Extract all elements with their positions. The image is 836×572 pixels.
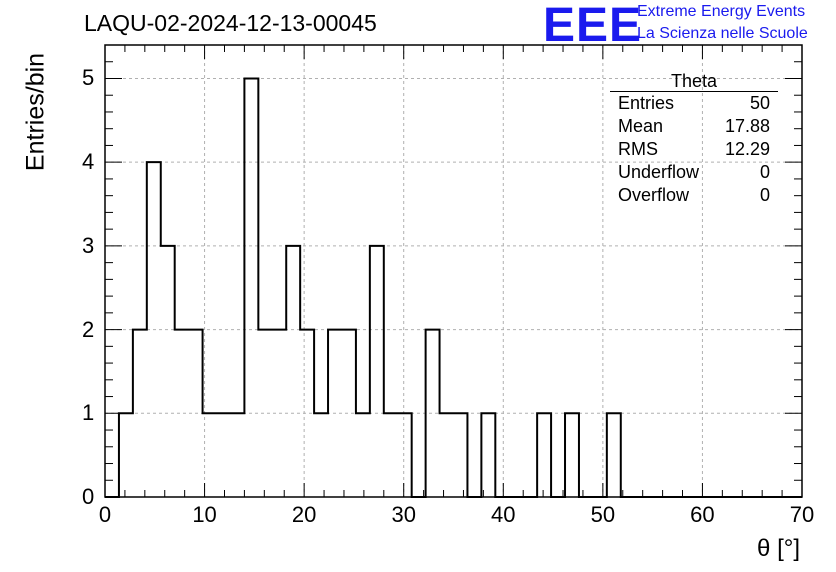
stats-row: Underflow 0: [610, 161, 778, 184]
y-tick-label: 5: [82, 65, 95, 91]
stats-value: 17.88: [724, 116, 770, 136]
y-tick-label: 4: [82, 149, 95, 175]
stats-box: Theta Entries 50 Mean 17.88 RMS 12.29 Underflo…: [610, 71, 778, 207]
plot-frame: [104, 44, 803, 498]
logo-line-1: Extreme Energy Events: [637, 3, 806, 20]
stats-label: Overflow: [618, 185, 690, 205]
x-tick-label: 50: [590, 502, 616, 527]
stats-row: Overflow 0: [610, 184, 778, 207]
stats-value: 0: [759, 185, 770, 205]
stats-label: Underflow: [618, 162, 700, 182]
stats-label: Entries: [618, 93, 675, 113]
x-tick-label: 40: [491, 502, 516, 527]
stats-row: RMS 12.29: [610, 138, 778, 161]
eee-logo: EEE: [543, 0, 643, 52]
y-tick-label: 3: [82, 232, 95, 258]
x-tick-label: 30: [391, 502, 416, 527]
x-tick-label: 20: [291, 502, 317, 527]
x-tick-label: 10: [192, 502, 217, 527]
stats-row: Entries 50: [610, 92, 778, 115]
stats-value: 0: [759, 162, 770, 182]
y-tick-label: 0: [82, 484, 95, 509]
stats-value: 12.29: [724, 139, 770, 159]
y-tick-label: 1: [82, 400, 95, 426]
chart-title: LAQU-02-2024-12-13-00045: [84, 10, 377, 36]
x-tick-label: 70: [789, 502, 815, 527]
x-axis-label: θ [°]: [757, 535, 800, 562]
stats-label: RMS: [618, 139, 658, 159]
stats-title: Theta: [610, 71, 778, 92]
y-axis-label: Entries/bin: [21, 52, 50, 172]
y-tick-label: 2: [82, 316, 95, 342]
stats-row: Mean 17.88: [610, 115, 778, 138]
x-tick-label: 60: [690, 502, 715, 527]
x-tick-label: 0: [98, 502, 112, 527]
stats-label: Mean: [618, 116, 664, 136]
logo-line-2: La Scienza nelle Scuole: [637, 25, 808, 42]
stats-value: 50: [749, 93, 770, 113]
